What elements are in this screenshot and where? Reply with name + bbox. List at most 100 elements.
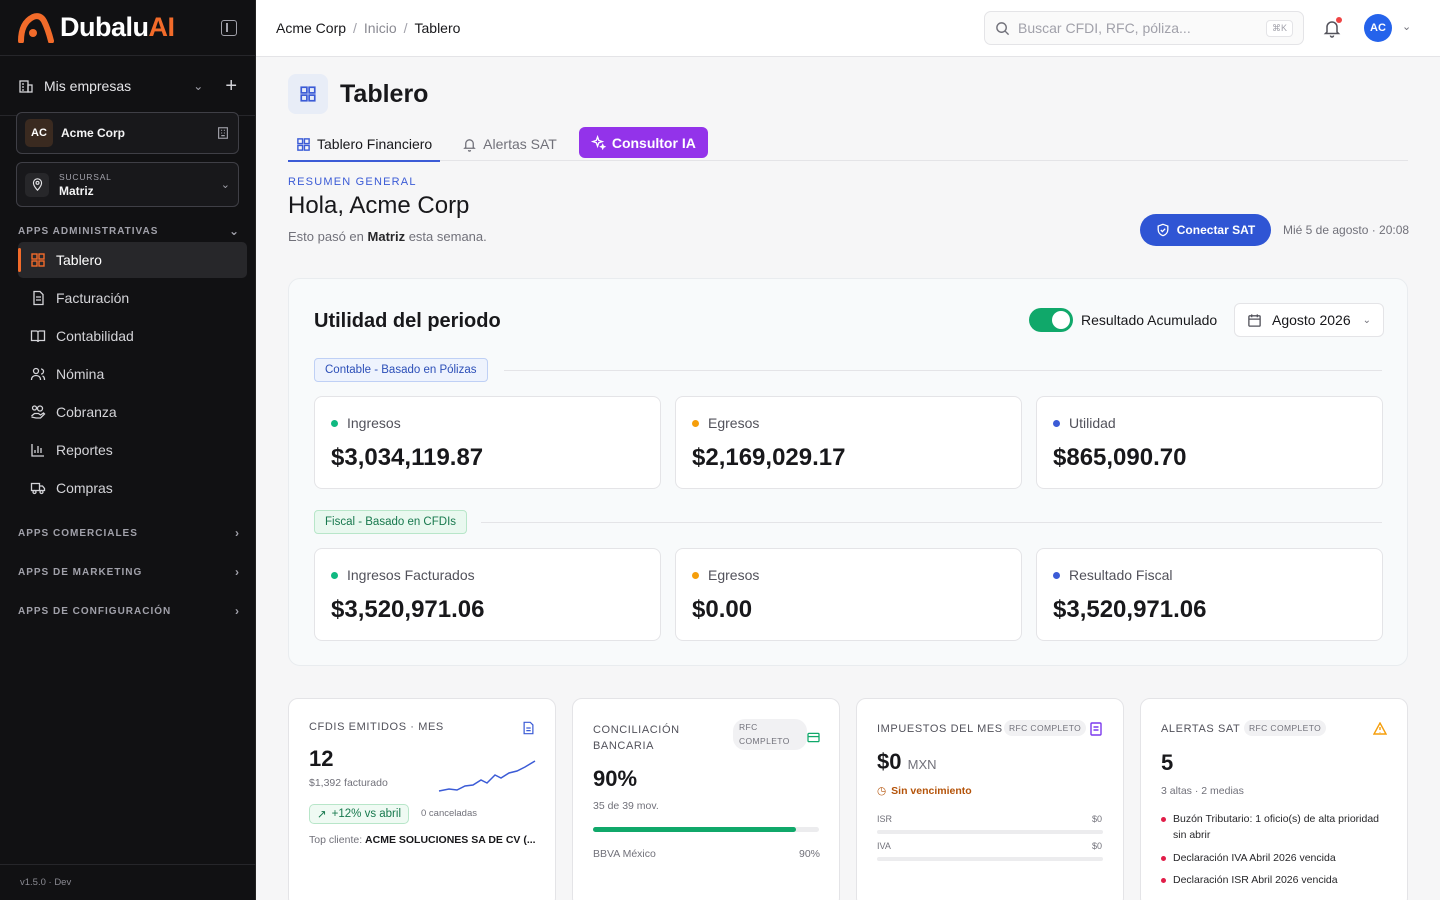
sidebar-collapse-icon[interactable] bbox=[221, 19, 237, 36]
brand-name: DubaluAI bbox=[60, 12, 175, 42]
card-subtitle: 3 altas · 2 medias bbox=[1161, 785, 1244, 797]
tab-label: Consultor IA bbox=[611, 134, 696, 151]
sidebar-item-tablero[interactable]: Tablero bbox=[18, 242, 247, 278]
kpi-label: Utilidad bbox=[1053, 415, 1116, 431]
sidebar-item-reportes[interactable]: Reportes bbox=[18, 432, 247, 468]
branch-label: Sucursal bbox=[59, 171, 112, 182]
card-cfdis-emitidos[interactable]: CFDIs emitidos · mes 12 $1,392 facturado… bbox=[288, 698, 556, 900]
sidebar-item-label: Tablero bbox=[56, 252, 102, 268]
cancel-count: 0 canceladas bbox=[421, 808, 477, 819]
tab-tablero-financiero[interactable]: Tablero Financiero bbox=[288, 127, 441, 162]
bank-name: BBVA México bbox=[593, 848, 656, 860]
building-icon bbox=[19, 79, 33, 93]
notification-dot bbox=[1336, 17, 1342, 23]
card-title: Alertas SAT bbox=[1161, 723, 1241, 735]
alert-item[interactable]: Declaración ISR Abril 2026 vencida bbox=[1161, 873, 1391, 889]
tax-bar bbox=[877, 830, 1103, 834]
tax-status: ◷ Sin vencimiento bbox=[877, 785, 972, 797]
breadcrumb-separator: / bbox=[353, 20, 357, 36]
alert-item[interactable]: Declaración IVA Abril 2026 vencida bbox=[1161, 851, 1391, 867]
fiscal-chip: Fiscal - Basado en CFDIs bbox=[314, 510, 468, 534]
search-box[interactable]: ⌘K bbox=[984, 11, 1304, 45]
breadcrumb-inicio[interactable]: Inicio bbox=[363, 20, 397, 36]
status-dot bbox=[331, 571, 338, 579]
sidebar-item-label: Contabilidad bbox=[56, 328, 134, 344]
grid-icon bbox=[31, 253, 45, 267]
grid-icon bbox=[288, 74, 328, 114]
tax-row-value: $0 bbox=[1092, 814, 1103, 824]
chevron-right-icon: › bbox=[235, 565, 240, 579]
company-avatar: AC bbox=[25, 119, 53, 147]
tax-row-value: $0 bbox=[1092, 841, 1103, 851]
sidebar-item-compras[interactable]: Compras bbox=[18, 470, 247, 506]
card-conciliacion-bancaria[interactable]: Conciliación bancaria RFC COMPLETO 90% 35 … bbox=[572, 698, 840, 900]
truck-icon bbox=[30, 482, 46, 495]
search-icon bbox=[996, 21, 1010, 35]
clock-icon: ◷ bbox=[877, 785, 887, 797]
user-avatar[interactable]: AC bbox=[1364, 14, 1392, 42]
chevron-down-icon[interactable]: ⌄ bbox=[193, 78, 204, 93]
sidebar-item-contabilidad[interactable]: Contabilidad bbox=[18, 318, 247, 354]
utilidad-panel: Utilidad del periodo Resultado Acumulado… bbox=[288, 278, 1408, 666]
tab-bar: Tablero Financiero Alertas SAT Consultor… bbox=[288, 127, 1408, 162]
file-icon bbox=[33, 290, 44, 306]
company-name: Acme Corp bbox=[61, 126, 126, 140]
greeting: Hola, Acme Corp bbox=[288, 192, 470, 219]
card-value: 90% bbox=[593, 766, 638, 791]
sidebar-item-nomina[interactable]: Nómina bbox=[18, 356, 247, 392]
chevron-right-icon: › bbox=[235, 604, 240, 618]
connect-sat-button[interactable]: Conectar SAT bbox=[1140, 214, 1271, 246]
book-icon bbox=[30, 330, 46, 343]
receipt-icon bbox=[1090, 722, 1102, 736]
status-dot bbox=[1053, 571, 1060, 579]
card-title: CFDIs emitidos · mes bbox=[309, 721, 444, 733]
topbar: Acme Corp / Inicio / Tablero ⌘K AC ⌄ bbox=[256, 0, 1440, 57]
sidebar-item-cobranza[interactable]: Cobranza bbox=[18, 394, 247, 430]
grid-icon bbox=[297, 137, 310, 151]
breadcrumb-company[interactable]: Acme Corp bbox=[276, 20, 347, 36]
mis-empresas-row[interactable]: Mis empresas ⌄ + bbox=[0, 56, 255, 116]
card-subtitle: $1,392 facturado bbox=[309, 777, 388, 789]
card-alertas-sat[interactable]: Alertas SAT RFC COMPLETO 5 3 altas · 2 m… bbox=[1140, 698, 1408, 900]
section-apps-administrativas[interactable]: Apps administrativas ⌄ bbox=[18, 224, 240, 238]
rfc-badge: RFC COMPLETO bbox=[733, 719, 807, 751]
tab-alertas-sat[interactable]: Alertas SAT bbox=[454, 127, 565, 161]
section-apps-comerciales[interactable]: Apps comerciales › bbox=[18, 526, 240, 540]
section-apps-configuracion[interactable]: Apps de configuración › bbox=[18, 604, 240, 618]
search-input[interactable] bbox=[1018, 20, 1266, 36]
section-apps-marketing[interactable]: Apps de marketing › bbox=[18, 565, 240, 579]
status-dot bbox=[331, 419, 338, 427]
tab-consultor-ia[interactable]: Consultor IA bbox=[578, 127, 708, 158]
sidebar-item-label: Cobranza bbox=[56, 404, 117, 420]
calendar-icon bbox=[1248, 313, 1261, 327]
card-impuestos-del-mes[interactable]: Impuestos del mes RFC COMPLETO $0 MXN ◷ S… bbox=[856, 698, 1124, 900]
progress-fill bbox=[593, 827, 797, 832]
section-label: Apps comerciales bbox=[18, 527, 138, 539]
bell-icon[interactable] bbox=[1322, 18, 1342, 38]
connect-sat-label: Conectar SAT bbox=[1176, 223, 1256, 237]
bell-icon bbox=[463, 138, 476, 152]
kpi-egresos-fiscal: Egresos $0.00 bbox=[675, 548, 1022, 641]
kpi-label: Egresos bbox=[692, 567, 759, 583]
mis-empresas-label: Mis empresas bbox=[44, 77, 132, 94]
month-selector[interactable]: Agosto 2026 ⌄ bbox=[1234, 303, 1384, 337]
greeting-subtitle: Esto pasó en Matriz esta semana. bbox=[288, 229, 487, 244]
breadcrumb-current: Tablero bbox=[414, 20, 461, 36]
kpi-value: $3,520,971.06 bbox=[331, 596, 485, 623]
sidebar-item-label: Facturación bbox=[56, 290, 130, 306]
resultado-acumulado-toggle[interactable] bbox=[1029, 308, 1073, 332]
chevron-down-icon[interactable]: ⌄ bbox=[1402, 21, 1412, 33]
bar-chart-icon bbox=[31, 444, 44, 457]
add-company-icon[interactable]: + bbox=[225, 74, 237, 97]
company-selector[interactable]: AC Acme Corp bbox=[16, 112, 239, 154]
chevron-right-icon: › bbox=[235, 526, 240, 540]
file-text-icon bbox=[523, 721, 534, 735]
kpi-value: $2,169,029.17 bbox=[692, 444, 846, 471]
sidebar-item-facturacion[interactable]: Facturación bbox=[18, 280, 247, 316]
chevron-down-icon: ⌄ bbox=[228, 224, 240, 238]
section-label: Apps de marketing bbox=[18, 566, 143, 578]
top-client: Top cliente: ACME SOLUCIONES SA DE CV (.… bbox=[309, 834, 536, 846]
branch-selector[interactable]: Sucursal Matriz ⌄ bbox=[16, 162, 239, 207]
alert-item[interactable]: Buzón Tributario: 1 oficio(s) de alta pr… bbox=[1161, 812, 1391, 844]
card-value: 12 bbox=[309, 746, 334, 771]
